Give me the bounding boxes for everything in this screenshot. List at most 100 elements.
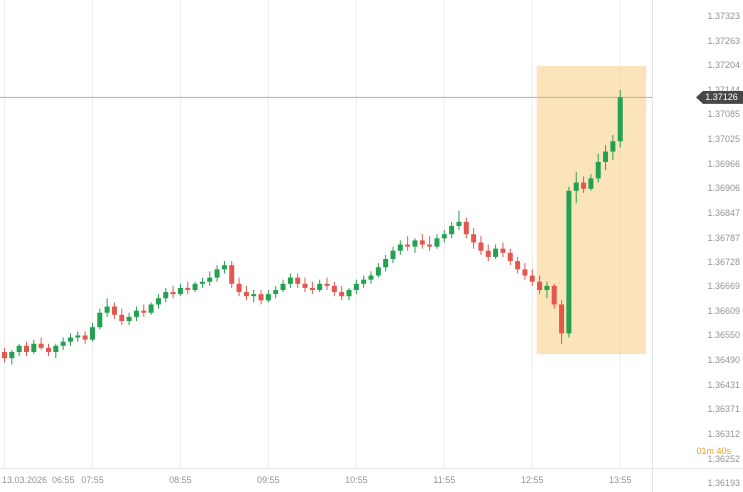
candle-body-up	[207, 277, 213, 282]
candle-body-down	[243, 292, 249, 297]
candle-body-down	[529, 275, 535, 282]
candle-body-up	[617, 97, 623, 142]
candle-body-down	[236, 283, 242, 293]
candle-body-up	[31, 343, 37, 352]
time-axis[interactable]: 13.03.2026 06:55 07:55 08:55 09:55 10:55 11:5…	[0, 469, 652, 492]
candle-body-down	[507, 252, 513, 262]
candle-body-down	[339, 292, 345, 297]
price-tick-label: 1.36431	[707, 379, 740, 390]
time-axis-label: 09:55	[257, 475, 280, 485]
candle-body-up	[265, 294, 271, 301]
candle-body-up	[544, 285, 550, 291]
price-tick-label: 1.36787	[707, 232, 740, 243]
candle-body-down	[141, 310, 147, 313]
candle-body-up	[280, 283, 286, 291]
candle-body-down	[38, 343, 44, 348]
candle-body-up	[346, 290, 352, 297]
candle-body-down	[302, 283, 308, 288]
candle-body-up	[595, 161, 601, 179]
price-tick-label: 1.37025	[707, 134, 740, 145]
price-tick-label: 1.36966	[707, 158, 740, 169]
candle-body-up	[97, 312, 103, 328]
price-tick-label: 1.37085	[707, 109, 740, 120]
candle-body-down	[515, 261, 521, 270]
candle-body-down	[309, 287, 315, 291]
candle-body-up	[412, 240, 418, 247]
candle-body-down	[478, 242, 484, 251]
candle-body-up	[9, 351, 15, 359]
highlight-region	[536, 66, 647, 355]
candle-body-up	[177, 287, 183, 295]
candle-body-down	[45, 347, 51, 352]
candle-body-down	[485, 250, 491, 257]
candle-body-up	[573, 182, 579, 191]
candle-body-down	[2, 351, 7, 359]
candle-body-up	[67, 337, 73, 342]
chart-plot-area[interactable]	[0, 0, 652, 468]
candle-body-down	[551, 285, 557, 305]
candle-body-up	[192, 283, 198, 291]
candle-body-up	[456, 221, 462, 226]
price-tick-label: 1.36490	[707, 355, 740, 366]
price-tick-label: 1.37263	[707, 35, 740, 46]
candle-body-down	[258, 294, 264, 301]
candle-body-up	[317, 283, 323, 291]
candle-body-up	[89, 327, 95, 340]
candle-body-up	[441, 234, 447, 239]
candle-body-up	[273, 290, 279, 295]
time-axis-label: 07:55	[81, 475, 104, 485]
price-tick-label: 1.36728	[707, 256, 740, 267]
candle-body-up	[75, 335, 81, 338]
time-axis-label: 10:55	[345, 475, 368, 485]
candle-body-down	[119, 314, 125, 321]
candle-body-down	[185, 287, 191, 291]
candle-body-up	[368, 275, 374, 280]
candle-body-down	[471, 234, 477, 243]
candle-body-up	[610, 141, 616, 152]
candle-body-up	[133, 310, 139, 317]
candle-body-down	[324, 283, 330, 286]
price-axis[interactable]: 1.37126 01m 40s 1.37323 1.37263 1.37204 1.3…	[653, 0, 743, 492]
candle-body-down	[522, 269, 528, 276]
price-tick-label: 1.36193	[707, 478, 740, 488]
chart-canvas[interactable]	[0, 0, 652, 468]
time-axis-label: 13.03.2026 06:55	[2, 475, 75, 485]
candle-body-down	[82, 335, 88, 340]
candle-body-up	[493, 248, 499, 257]
candle-body-down	[537, 281, 543, 291]
price-tick-label: 1.36252	[707, 453, 740, 464]
candle-body-up	[287, 277, 293, 284]
candle-body-down	[229, 265, 235, 284]
candle-body-up	[375, 267, 381, 276]
price-tick-label: 1.36312	[707, 428, 740, 439]
candle-body-up	[148, 304, 154, 313]
candle-body-down	[295, 277, 301, 284]
candle-body-up	[214, 269, 220, 278]
current-price-tag: 1.37126	[696, 90, 743, 104]
candle-body-down	[581, 182, 587, 189]
candle-body-up	[163, 292, 169, 299]
candle-body-down	[427, 244, 433, 247]
candle-body-down	[500, 248, 506, 253]
bar-close-countdown: 01m 40s	[696, 446, 731, 456]
candle-body-up	[199, 281, 205, 284]
price-tick-label: 1.36906	[707, 183, 740, 194]
candle-body-down	[23, 345, 29, 352]
candle-body-up	[397, 244, 403, 251]
candle-body-down	[405, 244, 411, 247]
candle-body-up	[126, 316, 132, 321]
candle-body-up	[104, 306, 110, 313]
candle-body-up	[603, 151, 609, 162]
candle-body-up	[566, 190, 572, 334]
time-axis-border	[0, 468, 743, 469]
candle-body-up	[390, 250, 396, 260]
time-axis-label: 12:55	[520, 475, 544, 485]
price-axis-border	[652, 0, 653, 492]
price-tick-label: 1.37204	[707, 60, 740, 71]
candle-body-up	[221, 265, 227, 270]
price-tick-label: 1.36669	[707, 281, 740, 292]
candle-body-up	[53, 345, 59, 352]
candle-body-up	[383, 259, 389, 268]
candle-body-up	[60, 341, 66, 346]
